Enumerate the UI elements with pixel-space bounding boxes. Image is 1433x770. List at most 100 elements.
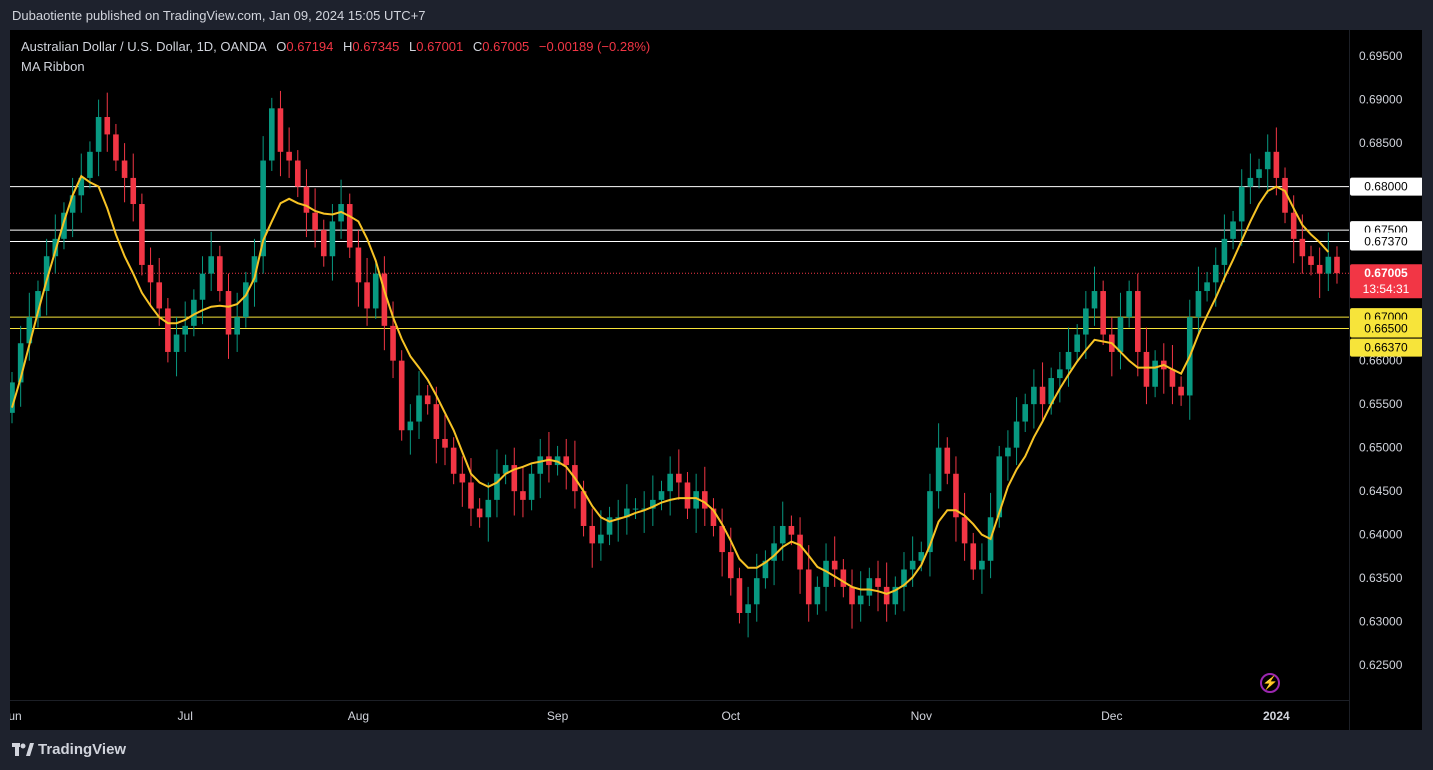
candle-body	[676, 473, 682, 483]
price-chart[interactable]: 0.695000.690000.685000.680000.675000.670…	[10, 30, 1422, 730]
candle-body	[771, 543, 777, 561]
price-tick-label: 0.64500	[1359, 484, 1403, 498]
level-label-bg	[1350, 338, 1422, 357]
candle-body	[1316, 264, 1323, 274]
candle-body	[225, 291, 232, 335]
countdown-label: 13:54:31	[1363, 282, 1410, 296]
close-value: 0.67005	[482, 39, 530, 54]
candle-body	[1195, 291, 1202, 318]
candle-body	[1230, 221, 1236, 239]
current-price-bg	[1350, 264, 1422, 299]
price-axis[interactable]	[1349, 30, 1422, 730]
level-label: 0.67370	[1364, 234, 1408, 248]
candle-body	[121, 160, 128, 178]
level-label: 0.66370	[1364, 341, 1408, 355]
candle-body	[199, 273, 206, 300]
candle-body	[1074, 334, 1080, 352]
candle-body	[797, 534, 803, 570]
level-label-bg	[1350, 232, 1422, 251]
time-axis[interactable]	[10, 700, 1349, 730]
candle-body	[1308, 256, 1314, 265]
candle-body	[641, 508, 647, 510]
level-label: 0.66500	[1364, 321, 1408, 335]
candle-body	[485, 499, 492, 518]
time-tick-label: Jul	[178, 709, 193, 723]
candle-body	[1212, 264, 1219, 283]
candle-body	[364, 282, 370, 309]
price-tick-label: 0.66000	[1359, 354, 1403, 368]
candle-body	[312, 212, 318, 231]
candle-body	[857, 595, 864, 605]
brand-name: TradingView	[38, 741, 127, 758]
candle-body	[736, 578, 743, 613]
candle-body	[494, 473, 500, 500]
candle-body	[1152, 360, 1158, 387]
candle-body	[1204, 282, 1210, 292]
price-tick-label: 0.68500	[1359, 136, 1403, 150]
candle-body	[745, 604, 751, 613]
level-label-bg	[1350, 319, 1422, 338]
time-tick-label: Jun	[10, 709, 22, 723]
price-tick-label: 0.63000	[1359, 615, 1403, 629]
candle-body	[624, 508, 630, 518]
candle-body	[1273, 151, 1280, 178]
candle-body	[476, 508, 483, 518]
candle-body	[43, 256, 50, 292]
candle-body	[1282, 177, 1288, 213]
candle-body	[442, 438, 448, 448]
candle-body	[147, 264, 154, 283]
low-value: 0.67001	[416, 39, 464, 54]
candle-body	[537, 456, 544, 474]
candle-body	[381, 273, 388, 326]
candle-body	[78, 177, 85, 196]
price-tick-label: 0.65500	[1359, 397, 1403, 411]
candle-body	[10, 382, 15, 413]
candle-body	[727, 552, 734, 579]
candle-body	[1117, 317, 1124, 352]
candle-body	[702, 491, 708, 509]
candle-body	[918, 552, 925, 561]
level-label-bg	[1350, 177, 1422, 196]
candle-body	[1083, 308, 1089, 335]
publisher-line: Dubaotiente published on TradingView.com…	[12, 8, 426, 23]
lightning-icon[interactable]: ⚡	[1260, 673, 1280, 693]
candle-body	[1005, 447, 1011, 457]
candle-body	[1031, 386, 1037, 405]
candle-body	[113, 134, 119, 161]
time-tick-label: 2024	[1263, 709, 1290, 723]
candle-body	[1022, 404, 1029, 422]
symbol-legend[interactable]: Australian Dollar / U.S. Dollar, 1D, OAN…	[21, 39, 650, 54]
candle-body	[1256, 169, 1262, 178]
indicator-legend[interactable]: MA Ribbon	[21, 59, 85, 74]
candle-body	[165, 308, 171, 352]
candle-body	[1247, 177, 1254, 187]
candle-body	[173, 334, 180, 352]
candle-body	[632, 508, 639, 510]
candle-body	[788, 525, 795, 535]
candle-body	[139, 204, 145, 265]
candle-body	[831, 560, 838, 570]
candle-body	[372, 273, 379, 309]
candle-body	[294, 160, 301, 187]
price-tick-label: 0.63500	[1359, 571, 1403, 585]
candle-body	[1178, 386, 1184, 396]
tradingview-logo[interactable]: TradingView	[12, 741, 126, 758]
candle-body	[1013, 421, 1020, 448]
level-label: 0.68000	[1364, 180, 1408, 194]
candle-body	[606, 517, 613, 535]
candle-body	[424, 395, 431, 405]
candle-body	[979, 560, 985, 570]
candle-body	[269, 108, 275, 161]
open-label: O	[276, 39, 287, 54]
candle-body	[1135, 291, 1141, 352]
candle-body	[1238, 186, 1245, 222]
candle-body	[1325, 256, 1332, 274]
chart-area[interactable]: 0.695000.690000.685000.680000.675000.670…	[10, 30, 1422, 730]
candle-body	[589, 525, 596, 544]
candle-body	[909, 560, 916, 570]
candle-body	[615, 517, 621, 519]
candle-body	[762, 560, 769, 579]
candle-body	[87, 151, 93, 178]
candle-body	[450, 447, 457, 474]
candle-body	[511, 465, 518, 492]
